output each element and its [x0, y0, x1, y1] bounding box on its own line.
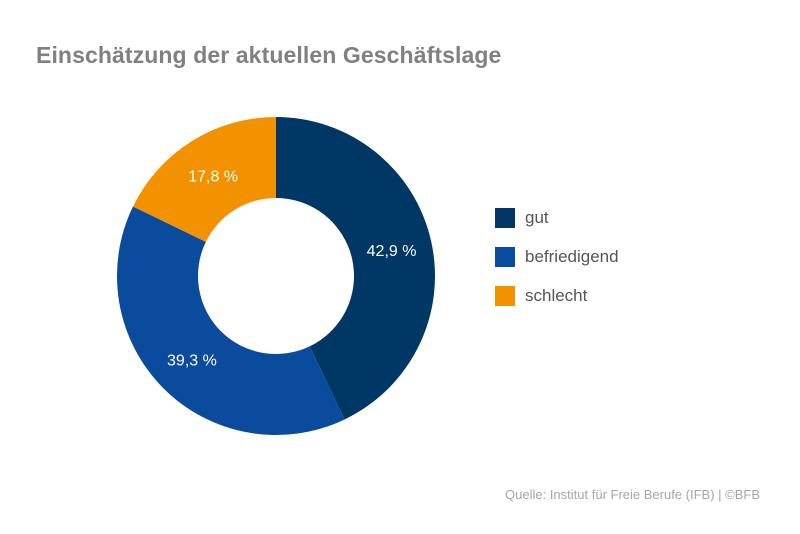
slice-schlecht: [132, 117, 276, 242]
chart-title: Einschätzung der aktuellen Geschäftslage: [36, 42, 502, 68]
legend: gut befriedigend schlecht: [495, 208, 619, 325]
data-label-gut: 42,9 %: [367, 243, 417, 260]
data-label-befriedigend: 39,3 %: [167, 353, 217, 370]
legend-swatch-befriedigend: [495, 247, 515, 267]
source-note: Quelle: Institut für Freie Berufe (IFB) …: [505, 487, 760, 502]
slice-gut: [276, 117, 435, 420]
data-label-schlecht: 17,8 %: [188, 169, 238, 186]
legend-swatch-gut: [495, 208, 515, 228]
legend-label-gut: gut: [525, 208, 549, 227]
legend-label-schlecht: schlecht: [525, 286, 588, 305]
legend-swatch-schlecht: [495, 286, 515, 306]
legend-item-gut: gut: [495, 208, 619, 228]
legend-item-schlecht: schlecht: [495, 286, 619, 306]
legend-item-befriedigend: befriedigend: [495, 247, 619, 267]
legend-label-befriedigend: befriedigend: [525, 247, 619, 266]
slice-befriedigend: [116, 206, 345, 435]
